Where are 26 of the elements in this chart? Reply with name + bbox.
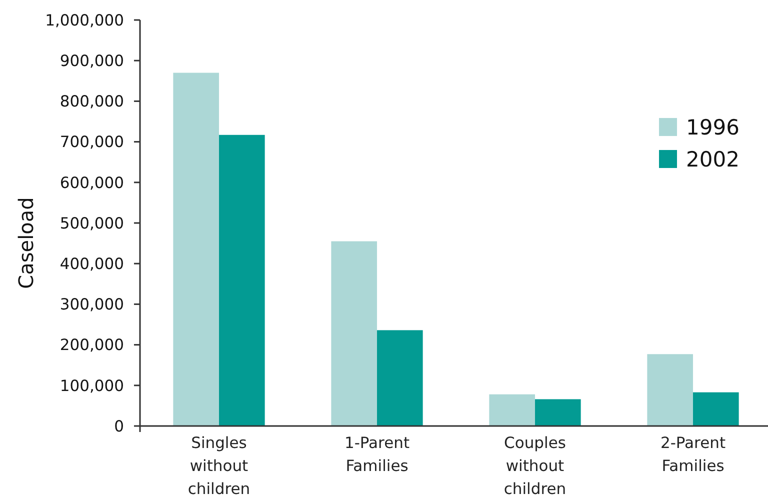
x-tick-label: 1-Parent Families (344, 434, 410, 475)
x-tick-label: Couples without children (504, 434, 566, 498)
y-tick-label: 1,000,000 (45, 11, 124, 30)
bar (377, 330, 423, 426)
y-tick-label: 300,000 (60, 296, 124, 314)
y-tick-label: 0 (114, 417, 124, 436)
bar (219, 134, 265, 426)
y-tick-label: 600,000 (60, 174, 124, 192)
bar (173, 72, 219, 426)
y-tick-label: 200,000 (60, 336, 124, 354)
x-tick-label: Singles without children (188, 434, 250, 498)
y-axis-title: Caseload (14, 197, 38, 289)
bar (647, 354, 693, 426)
y-tick-label: 700,000 (60, 133, 124, 152)
x-tick-label: 2-Parent Families (660, 434, 726, 475)
bar (331, 241, 377, 426)
y-tick-label: 500,000 (60, 214, 124, 232)
y-tick-label: 100,000 (60, 376, 124, 395)
y-tick-label: 400,000 (60, 255, 124, 274)
bar (489, 394, 535, 426)
y-tick-label: 900,000 (60, 52, 124, 70)
legend-label: 1996 (686, 115, 740, 140)
legend-label: 2002 (686, 147, 740, 172)
bar (535, 399, 581, 426)
bar (693, 392, 739, 426)
y-tick-label: 800,000 (60, 92, 124, 111)
